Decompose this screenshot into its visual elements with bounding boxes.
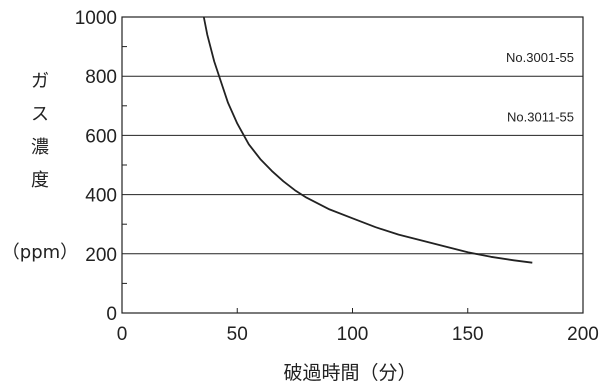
y-tick-label: 800 xyxy=(85,67,117,88)
y-tick-label: 1000 xyxy=(75,8,117,29)
y-axis-ticks: 0 200 400 600 800 1000 xyxy=(75,8,117,325)
x-tick-label: 200 xyxy=(567,324,599,345)
annotation-label: No.3011-55 xyxy=(507,109,574,124)
y-label-char: ガ xyxy=(31,71,49,92)
y-label-unit: （ppm） xyxy=(2,242,78,263)
annotation-label: No.3001-55 xyxy=(506,50,574,65)
x-tick-label: 0 xyxy=(117,324,128,345)
series-line-0 xyxy=(202,16,533,264)
y-tick-label: 400 xyxy=(85,186,117,207)
x-axis-label: 破過時間（分） xyxy=(283,362,416,384)
y-label-char: ス xyxy=(31,104,49,125)
x-tick-label: 50 xyxy=(227,324,248,345)
y-tick-label: 200 xyxy=(85,245,117,266)
x-tick-label: 150 xyxy=(452,324,484,345)
y-tick-label: 600 xyxy=(85,126,117,147)
x-tick-label: 100 xyxy=(337,324,369,345)
y-label-char: 濃 xyxy=(31,137,49,158)
x-axis-ticks: 0 50 100 150 200 xyxy=(117,308,599,345)
y-label-char: 度 xyxy=(31,170,49,191)
y-tick-label: 0 xyxy=(106,304,117,325)
annotations: No.3001-55 No.3011-55 xyxy=(506,50,574,124)
